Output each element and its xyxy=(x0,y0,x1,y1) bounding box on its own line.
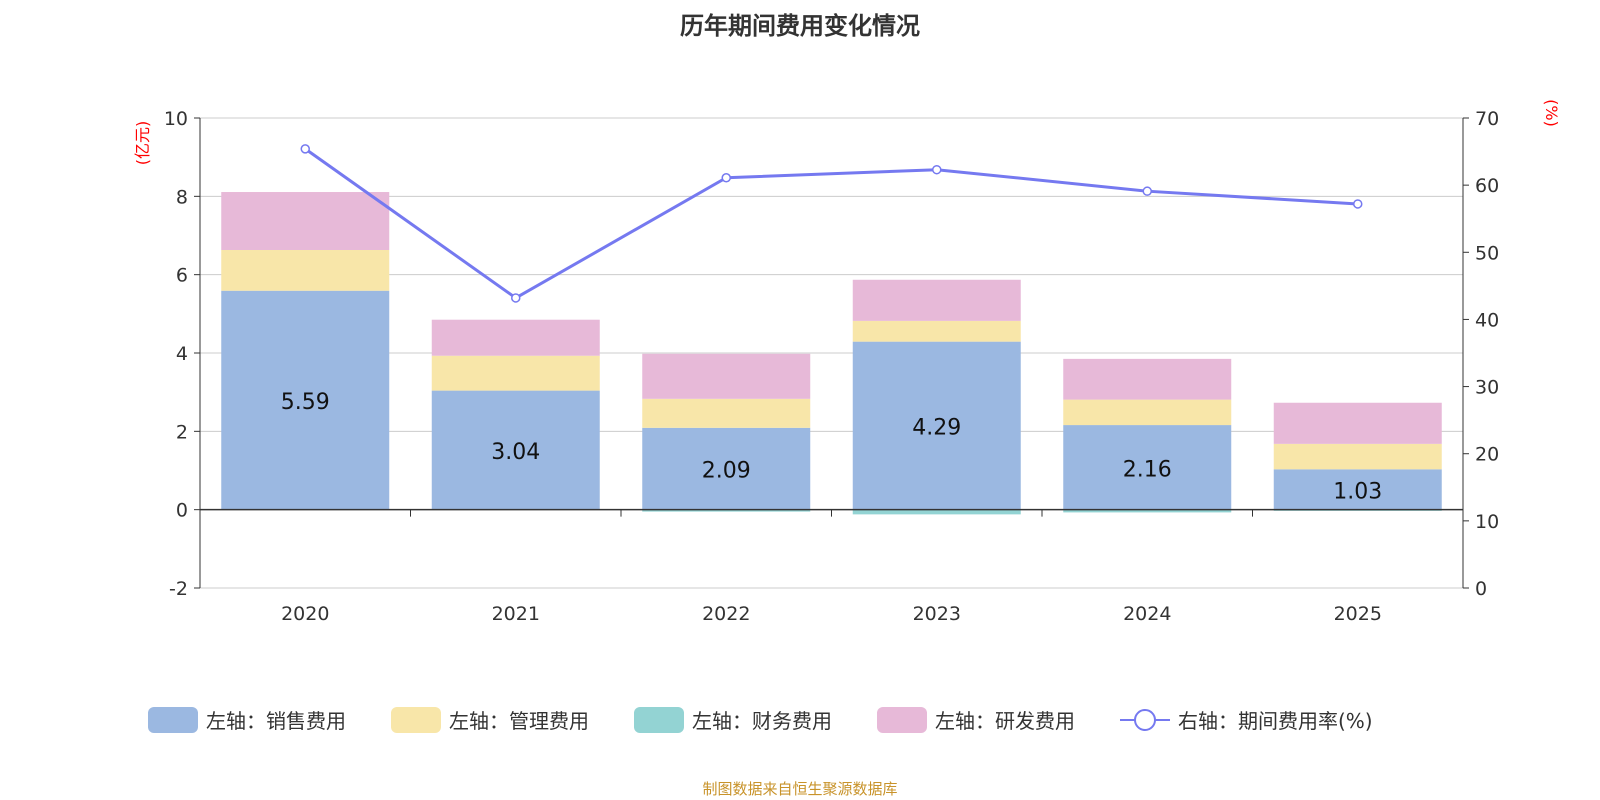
right-tick-label: 70 xyxy=(1475,108,1499,130)
right-tick-label: 40 xyxy=(1475,309,1499,331)
x-tick-label: 2020 xyxy=(281,603,329,625)
bar-2 xyxy=(852,509,1021,515)
bar-0 xyxy=(852,341,1021,510)
bar-3 xyxy=(221,192,390,250)
x-tick-label: 2024 xyxy=(1123,603,1171,625)
bar-3 xyxy=(642,353,811,399)
bar-2 xyxy=(642,509,811,512)
left-tick-label: 0 xyxy=(176,500,188,522)
x-tick-label: 2023 xyxy=(913,603,961,625)
left-tick-label: 4 xyxy=(176,343,188,365)
right-tick-label: 60 xyxy=(1475,175,1499,197)
bar-1 xyxy=(221,249,390,291)
legend-label: 左轴：管理费用 xyxy=(449,709,589,733)
legend-swatch xyxy=(634,707,684,733)
bar-3 xyxy=(431,319,600,356)
bar-data-label: 2.16 xyxy=(1123,457,1172,482)
legend-swatch xyxy=(391,707,441,733)
rate-line xyxy=(304,147,1358,300)
x-tick-label: 2021 xyxy=(492,603,540,625)
rate-point xyxy=(1142,186,1152,196)
legend-circle-icon xyxy=(1134,709,1156,731)
right-tick-label: 10 xyxy=(1475,511,1499,533)
legend-label: 左轴：销售费用 xyxy=(206,709,346,733)
right-tick-label: 20 xyxy=(1475,444,1499,466)
legend-label: 右轴：期间费用率(%) xyxy=(1178,709,1373,733)
bar-0 xyxy=(1273,469,1442,510)
bar-data-label: 4.29 xyxy=(912,416,961,441)
bar-3 xyxy=(852,279,1021,321)
right-axis-label: (%) xyxy=(1542,99,1561,127)
bar-data-label: 2.09 xyxy=(702,459,751,484)
bar-1 xyxy=(642,398,811,428)
rate-point xyxy=(932,164,942,175)
bar-0 xyxy=(642,427,811,510)
bar-0 xyxy=(1063,425,1232,510)
right-tick-label: 30 xyxy=(1475,377,1499,399)
bar-3 xyxy=(1063,358,1232,400)
chart-title: 历年期间费用变化情况 xyxy=(680,12,920,40)
legend-swatch xyxy=(877,707,927,733)
left-axis-label: (亿元) xyxy=(133,121,152,166)
x-tick-label: 2022 xyxy=(702,603,750,625)
rate-point xyxy=(721,173,731,183)
x-tick-label: 2025 xyxy=(1334,603,1382,625)
legend-label: 左轴：研发费用 xyxy=(935,709,1075,733)
left-tick-label: 8 xyxy=(176,186,188,208)
bar-data-label: 1.03 xyxy=(1333,479,1382,504)
rate-point xyxy=(1353,199,1363,209)
source-note: 制图数据来自恒生聚源数据库 xyxy=(702,780,898,798)
bar-1 xyxy=(431,355,600,391)
legend-swatch xyxy=(148,707,198,733)
bar-data-label: 5.59 xyxy=(281,390,330,415)
bar-3 xyxy=(1273,402,1442,444)
left-tick-label: -2 xyxy=(169,578,188,600)
right-tick-label: 0 xyxy=(1475,578,1487,600)
bar-1 xyxy=(1273,443,1442,470)
bar-1 xyxy=(1063,399,1232,426)
left-tick-label: 2 xyxy=(176,421,188,443)
bar-data-label: 3.04 xyxy=(491,440,540,465)
rate-point xyxy=(300,144,310,154)
right-tick-label: 50 xyxy=(1475,242,1499,264)
bar-0 xyxy=(431,390,600,510)
bar-1 xyxy=(852,320,1021,342)
left-tick-label: 10 xyxy=(164,108,188,130)
bar-0 xyxy=(221,290,390,510)
rate-point xyxy=(511,293,521,303)
legend-label: 左轴：财务费用 xyxy=(692,709,832,733)
bar-2 xyxy=(1063,509,1232,513)
left-tick-label: 6 xyxy=(176,265,188,287)
